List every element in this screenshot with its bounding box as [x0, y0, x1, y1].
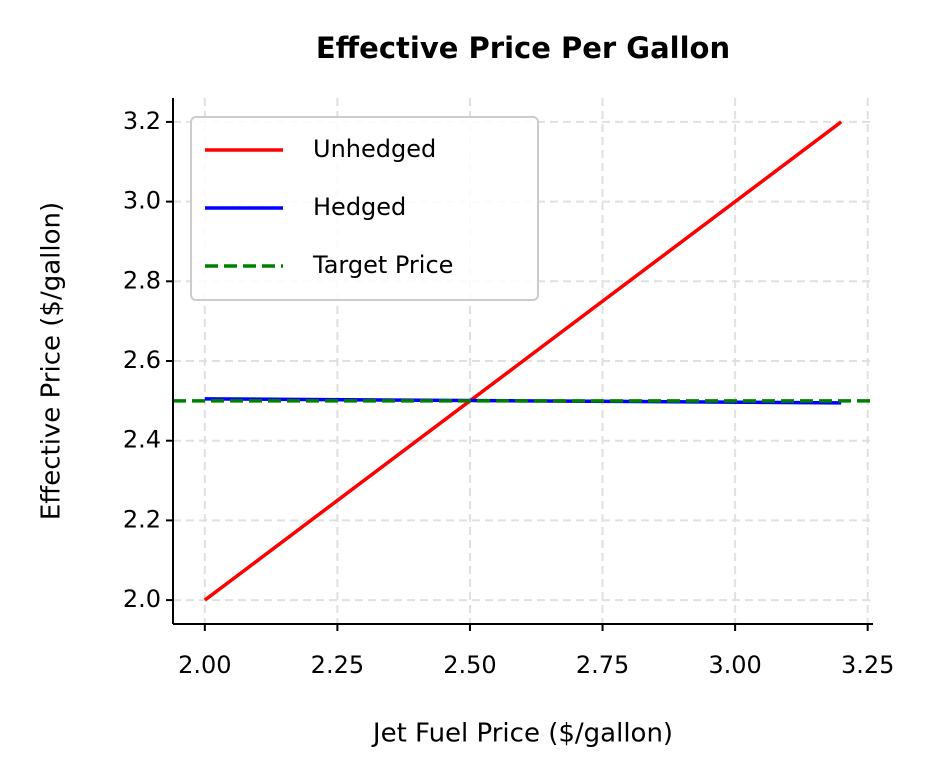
x-tick-label: 2.25: [311, 651, 364, 679]
y-tick-label: 3.0: [123, 187, 161, 215]
data-line: [203, 120, 843, 602]
x-tick-label: 2.50: [443, 651, 496, 679]
y-tick-label: 2.4: [123, 426, 161, 454]
y-tick-label: 3.2: [123, 107, 161, 135]
legend-label: Hedged: [313, 193, 406, 221]
x-tick-label: 2.75: [576, 651, 629, 679]
x-tick-label: 3.25: [841, 651, 894, 679]
y-tick-label: 2.2: [123, 505, 161, 533]
x-tick-label: 2.00: [178, 651, 231, 679]
y-tick-label: 2.8: [123, 266, 161, 294]
legend-box: [190, 116, 539, 301]
chart-title: Effective Price Per Gallon: [316, 31, 730, 65]
x-axis-label: Jet Fuel Price ($/gallon): [371, 719, 673, 749]
y-axis-label: Effective Price ($/gallon): [37, 202, 67, 520]
y-tick-label: 2.6: [123, 346, 161, 374]
legend-label: Target Price: [312, 251, 453, 279]
x-tick-label: 3.00: [708, 651, 761, 679]
legend-label: Unhedged: [313, 135, 436, 163]
y-tick-label: 2.0: [123, 585, 161, 613]
